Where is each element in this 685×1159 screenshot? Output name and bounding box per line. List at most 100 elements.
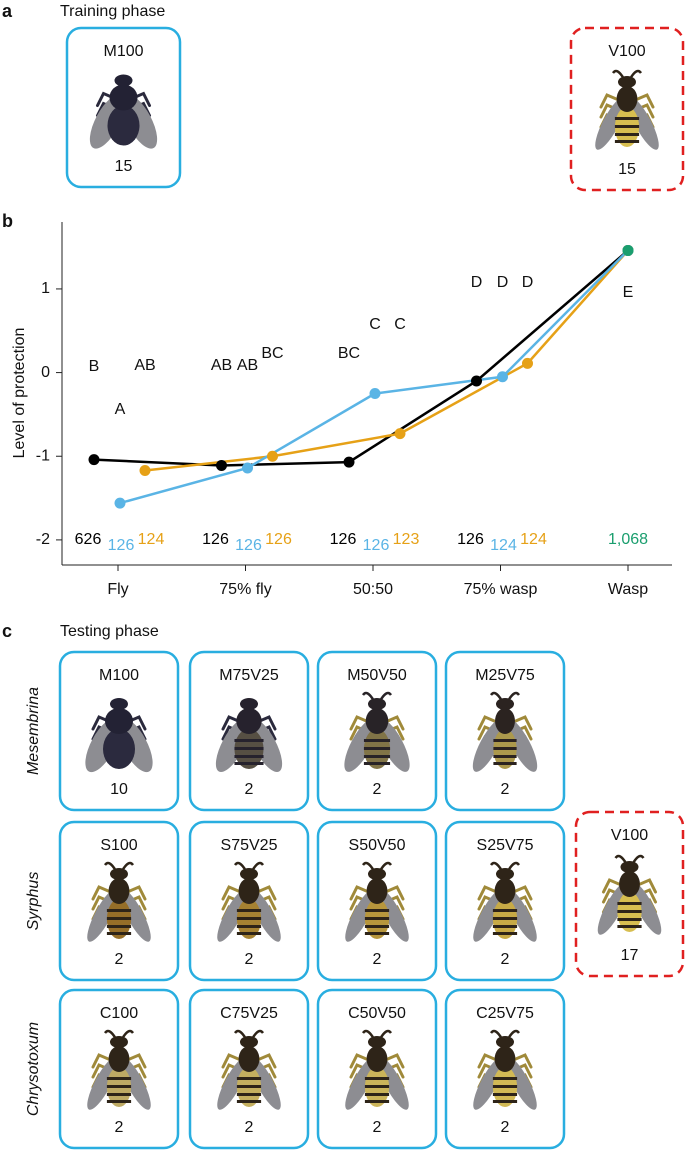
stripe <box>106 932 132 935</box>
x-tick-label: 75% fly <box>219 581 271 598</box>
wing <box>377 1056 409 1110</box>
stripe <box>492 1085 518 1088</box>
thorax <box>365 708 389 734</box>
stripe <box>363 755 391 758</box>
data-point <box>471 375 482 387</box>
stripe <box>492 1100 518 1103</box>
card-label: S100 <box>100 837 137 854</box>
wing <box>377 888 409 942</box>
leg <box>602 878 625 894</box>
insect-icon <box>89 74 158 149</box>
thorax <box>109 84 138 111</box>
card-count: 2 <box>373 951 382 968</box>
stripe <box>236 917 262 920</box>
stripe <box>363 762 391 765</box>
insect-icon <box>597 854 662 935</box>
wing <box>119 888 151 942</box>
insect-icon <box>87 861 151 942</box>
stripe <box>234 762 264 765</box>
head <box>110 698 128 710</box>
head <box>618 76 636 88</box>
stripe <box>236 1077 262 1080</box>
head <box>496 698 514 710</box>
leg <box>599 93 623 109</box>
thorax <box>105 708 133 734</box>
card-label: M75V25 <box>219 667 279 684</box>
sample-size: 1,068 <box>608 531 648 548</box>
card-label: V100 <box>611 827 648 844</box>
card-count: 17 <box>621 947 639 964</box>
stripe <box>614 133 640 136</box>
stripe <box>493 747 517 750</box>
group-letter: D <box>522 274 534 291</box>
insect-icon <box>345 861 409 942</box>
x-tick-label: 75% wasp <box>464 581 538 598</box>
stripe <box>236 1093 262 1096</box>
group-letter: D <box>471 274 483 291</box>
wing <box>87 888 119 942</box>
card-label: S25V75 <box>477 837 534 854</box>
sample-size: 126 <box>363 537 390 554</box>
wing <box>249 888 281 942</box>
sample-size: 126 <box>457 531 484 548</box>
sample-size: 124 <box>138 531 165 548</box>
card-label: M100 <box>99 667 139 684</box>
insect-icon <box>473 861 537 942</box>
stripe <box>492 1093 518 1096</box>
insect-icon <box>217 1029 281 1110</box>
x-tick-label: Fly <box>107 581 128 598</box>
series-line <box>93 249 629 467</box>
head <box>114 74 133 87</box>
data-point <box>216 459 227 471</box>
head <box>368 868 386 880</box>
card-count: 15 <box>618 161 636 178</box>
wing <box>345 1056 377 1110</box>
thorax <box>366 1046 388 1072</box>
sample-size: 126 <box>202 531 229 548</box>
leg <box>381 885 405 901</box>
card-label: C50V50 <box>348 1005 406 1022</box>
insect-icon <box>473 1029 537 1110</box>
abdomen <box>107 105 140 146</box>
group-letter: C <box>394 316 406 333</box>
stripe <box>492 932 518 935</box>
stripe <box>364 932 390 935</box>
sample-size: 124 <box>490 537 517 554</box>
stripe <box>106 1085 132 1088</box>
stripe <box>236 925 262 928</box>
head <box>496 868 514 880</box>
stripe <box>236 909 262 912</box>
wing <box>505 1056 537 1110</box>
group-letter: AB <box>211 357 232 374</box>
thorax <box>495 708 515 734</box>
genus-label: Syrphus <box>25 872 42 931</box>
x-tick-label: 50:50 <box>353 581 393 598</box>
data-point <box>242 462 253 474</box>
stripe <box>106 1100 132 1103</box>
thorax <box>619 871 640 897</box>
group-letter: E <box>623 284 634 301</box>
leg <box>477 715 501 731</box>
group-letter: BC <box>261 345 283 362</box>
stripe <box>364 925 390 928</box>
data-point <box>394 428 406 440</box>
card-count: 2 <box>501 781 510 798</box>
stripe <box>363 747 391 750</box>
thorax <box>108 878 130 904</box>
stripe <box>492 925 518 928</box>
wing <box>629 881 662 935</box>
card-count: 2 <box>245 1119 254 1136</box>
stripe <box>234 747 264 750</box>
y-axis-label: Level of protection <box>11 328 28 459</box>
y-tick-label: 1 <box>41 280 50 297</box>
wing <box>473 1056 505 1110</box>
x-tick-label: Wasp <box>608 581 648 598</box>
thorax <box>494 878 516 904</box>
leg <box>509 885 533 901</box>
stripe <box>493 762 517 765</box>
data-point <box>343 456 355 468</box>
wing <box>627 96 659 150</box>
stripe <box>617 902 642 905</box>
head <box>496 1036 514 1048</box>
